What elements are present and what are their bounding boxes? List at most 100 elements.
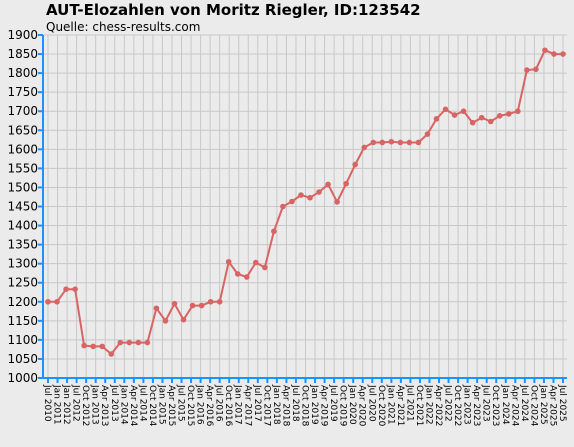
x-tick-label: Apr 2024 — [509, 385, 519, 427]
x-tick-label: Jul 2015 — [176, 384, 186, 422]
x-tick-label: Jan 2011 — [52, 384, 62, 425]
y-tick-label: 1850 — [7, 47, 38, 61]
data-point — [90, 343, 96, 350]
data-point — [415, 139, 422, 146]
chart-subtitle: Quelle: chess-results.com — [46, 20, 201, 34]
x-tick-label: Apr 2018 — [280, 385, 290, 427]
data-point — [243, 274, 250, 280]
y-tick-label: 1600 — [7, 142, 38, 156]
data-point — [343, 180, 349, 187]
x-tick-label: Oct 2017 — [261, 385, 271, 426]
chart-title: AUT-Elozahlen von Moritz Riegler, ID:123… — [46, 1, 421, 19]
x-tick-label: Oct 2021 — [414, 385, 424, 426]
x-tick-label: Jan 2012 — [61, 384, 71, 425]
x-tick-label: Jul 2020 — [366, 384, 376, 422]
x-tick-label: Oct 2014 — [147, 385, 157, 427]
y-tick-label: 1100 — [7, 333, 38, 347]
y-tick-label: 1650 — [7, 123, 38, 137]
data-point — [234, 271, 241, 277]
x-tick-label: Apr 2021 — [395, 385, 405, 426]
data-point — [171, 300, 178, 307]
data-point — [198, 302, 205, 309]
data-point — [334, 199, 340, 205]
data-point — [144, 339, 151, 346]
x-tick-label: Oct 2023 — [490, 385, 500, 426]
data-point — [361, 144, 368, 151]
x-tick-label: Jul 2012 — [71, 384, 81, 422]
x-tick-label: Jan 2015 — [156, 384, 166, 425]
x-tick-label: Jul 2016 — [214, 384, 224, 422]
data-point — [316, 189, 322, 195]
data-point — [469, 119, 476, 126]
y-tick-label: 1400 — [7, 219, 38, 233]
data-point — [406, 139, 413, 146]
x-tick-label: Jan 2014 — [118, 384, 128, 425]
x-tick-label: Jan 2017 — [233, 384, 243, 425]
x-tick-label: Jul 2025 — [557, 384, 567, 422]
x-tick-label: Jan 2019 — [309, 384, 319, 425]
x-tick-label: Jul 2021 — [404, 384, 414, 422]
x-tick-label: Jul 2024 — [519, 384, 529, 422]
data-point — [352, 161, 358, 168]
data-point — [81, 342, 87, 349]
x-tick-label: Jul 2018 — [290, 384, 300, 422]
data-point — [289, 198, 295, 205]
data-point — [370, 139, 377, 146]
data-point — [271, 228, 277, 235]
y-tick-label: 1550 — [7, 161, 38, 175]
y-tick-label: 1300 — [7, 257, 38, 271]
data-point — [153, 305, 160, 312]
data-point — [216, 298, 223, 305]
x-tick-labels: Jul 2010 Jan 2011 Jan 2012 Jul 2012 Oct 2012… — [42, 384, 567, 427]
data-point — [542, 47, 548, 54]
x-tick-label: Oct 2016 — [223, 385, 233, 427]
x-tick-label: Jul 2019 — [328, 384, 338, 422]
x-tick-label: Apr 2013 — [99, 385, 109, 426]
data-point — [262, 264, 268, 271]
data-point — [45, 298, 51, 305]
y-tick-label: 1900 — [7, 28, 38, 42]
x-tick-label: Jul 2013 — [109, 384, 119, 422]
data-point — [108, 351, 115, 357]
x-tick-label: Jul 2014 — [137, 384, 147, 422]
x-tick-label: Apr 2014 — [128, 385, 138, 427]
x-tick-label: Apr 2022 — [433, 385, 443, 426]
x-tick-label: Jan 2021 — [385, 384, 395, 425]
data-point — [162, 318, 169, 324]
y-tick-label: 1250 — [7, 276, 38, 290]
x-tick-label: Jan 2018 — [271, 384, 281, 425]
x-tick-label: Jan 2013 — [90, 384, 100, 425]
x-tick-label: Oct 2019 — [338, 385, 348, 427]
x-tick-label: Jul 2023 — [481, 384, 491, 422]
series-line — [48, 49, 563, 355]
x-tick-label: Oct 2015 — [185, 385, 195, 426]
data-point — [551, 51, 557, 57]
data-point — [117, 339, 124, 346]
data-point — [560, 51, 566, 57]
x-tick-label: Jan 2020 — [347, 384, 357, 425]
data-point — [126, 339, 133, 346]
x-tick-label: Jul 2017 — [252, 384, 262, 422]
y-tick-label: 1150 — [7, 314, 38, 328]
data-point — [280, 203, 286, 210]
data-point — [496, 112, 503, 119]
x-tick-label: Apr 2017 — [242, 385, 252, 426]
x-tick-label: Jan 2024 — [500, 384, 510, 425]
y-tick-label: 1350 — [7, 238, 38, 252]
data-point — [424, 131, 431, 137]
y-tick-label: 1750 — [7, 85, 38, 99]
data-point — [298, 192, 304, 198]
x-tick-label: Jan 2025 — [538, 384, 548, 425]
y-tick-label: 1500 — [7, 180, 38, 194]
data-point — [72, 286, 78, 293]
data-point — [515, 108, 521, 115]
y-tick-labels: 1000 1050 1100 1150 1200 1250 1300 1350 1400 1450… — [7, 28, 38, 385]
x-tick-label: Oct 2020 — [376, 385, 386, 427]
y-tick-label: 1000 — [7, 371, 38, 385]
x-tick-label: Jan 2022 — [423, 384, 433, 425]
y-tick-label: 1800 — [7, 66, 38, 80]
x-tick-label: Jul 2010 — [42, 384, 52, 422]
x-tick-label: Jul 2022 — [443, 384, 453, 422]
data-point — [442, 106, 449, 113]
